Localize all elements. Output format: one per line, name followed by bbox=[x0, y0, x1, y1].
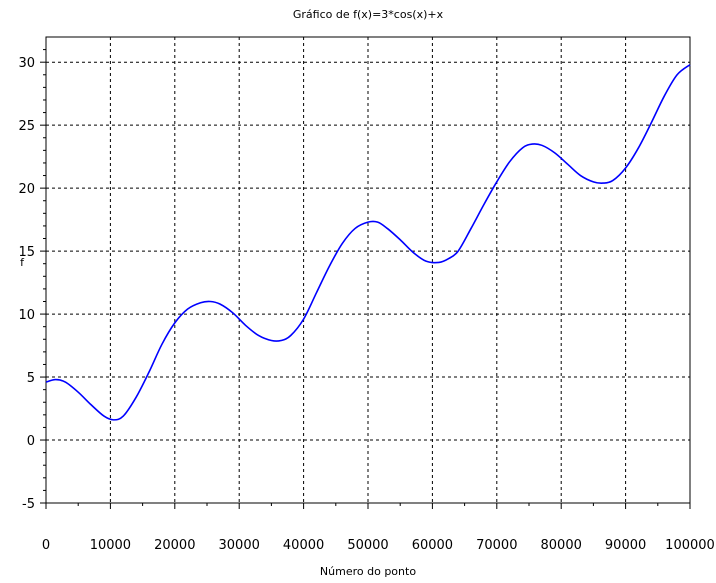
x-tick-label: 0 bbox=[42, 538, 50, 553]
chart-title: Gráfico de f(x)=3*cos(x)+x bbox=[293, 8, 444, 21]
x-tick-label: 10000 bbox=[90, 538, 131, 553]
y-tick-label: 5 bbox=[27, 371, 35, 386]
x-tick-label: 80000 bbox=[541, 538, 582, 553]
x-tick-label: 30000 bbox=[219, 538, 260, 553]
y-tick-label: 10 bbox=[18, 308, 35, 323]
x-tick-label: 60000 bbox=[412, 538, 453, 553]
x-tick-label: 100000 bbox=[665, 538, 715, 553]
series-line bbox=[45, 64, 691, 421]
y-tick-label: 30 bbox=[18, 56, 35, 71]
y-tick-label: 0 bbox=[27, 434, 35, 449]
y-tick-label: 15 bbox=[18, 245, 35, 260]
x-tick-label: 20000 bbox=[154, 538, 195, 553]
x-tick-label: 50000 bbox=[347, 538, 388, 553]
x-axis-label: Número do ponto bbox=[320, 565, 416, 578]
y-tick-label: -5 bbox=[22, 497, 35, 512]
grid bbox=[46, 37, 690, 504]
x-tick-label: 90000 bbox=[605, 538, 646, 553]
y-axis-label: f bbox=[20, 256, 25, 269]
ticks: 0 10000 20000 30000 40000 50000 60000 70000 8000… bbox=[18, 49, 715, 553]
y-tick-label: 25 bbox=[18, 119, 35, 134]
y-tick-label: 20 bbox=[18, 182, 35, 197]
x-tick-label: 70000 bbox=[476, 538, 517, 553]
x-tick-label: 40000 bbox=[283, 538, 324, 553]
